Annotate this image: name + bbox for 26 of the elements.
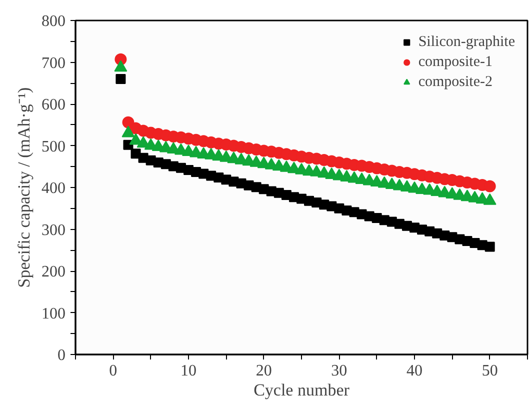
y-tick-label: 500	[42, 138, 66, 156]
x-tick-label: 20	[256, 362, 272, 380]
point	[122, 126, 135, 138]
legend-label: Silicon-graphite	[418, 34, 515, 50]
y-tick-label: 800	[42, 13, 66, 30]
y-tick-label: 0	[58, 347, 66, 364]
y-tick-label: 700	[42, 54, 66, 72]
x-axis-title: Cycle number	[254, 380, 350, 400]
x-tick-label: 0	[109, 362, 118, 380]
point	[483, 193, 496, 205]
legend-label: composite-1	[418, 54, 492, 70]
y-axis-title: Specific capacity / (mAh·g⁻¹)	[14, 87, 34, 288]
x-tick-label: 30	[331, 362, 348, 380]
point	[484, 180, 496, 192]
x-tick-label: 10	[180, 362, 196, 380]
y-tick-label: 600	[42, 96, 66, 114]
x-tick-label: 40	[406, 362, 422, 380]
y-tick-label: 300	[42, 222, 66, 239]
y-tick-label: 200	[42, 264, 66, 280]
point	[484, 242, 495, 252]
y-tick-label: 400	[42, 180, 66, 197]
legend-label: composite-2	[418, 74, 492, 90]
point	[116, 74, 126, 84]
point	[114, 60, 128, 72]
x-tick-label: 50	[482, 362, 498, 380]
y-tick-label: 100	[42, 305, 66, 322]
